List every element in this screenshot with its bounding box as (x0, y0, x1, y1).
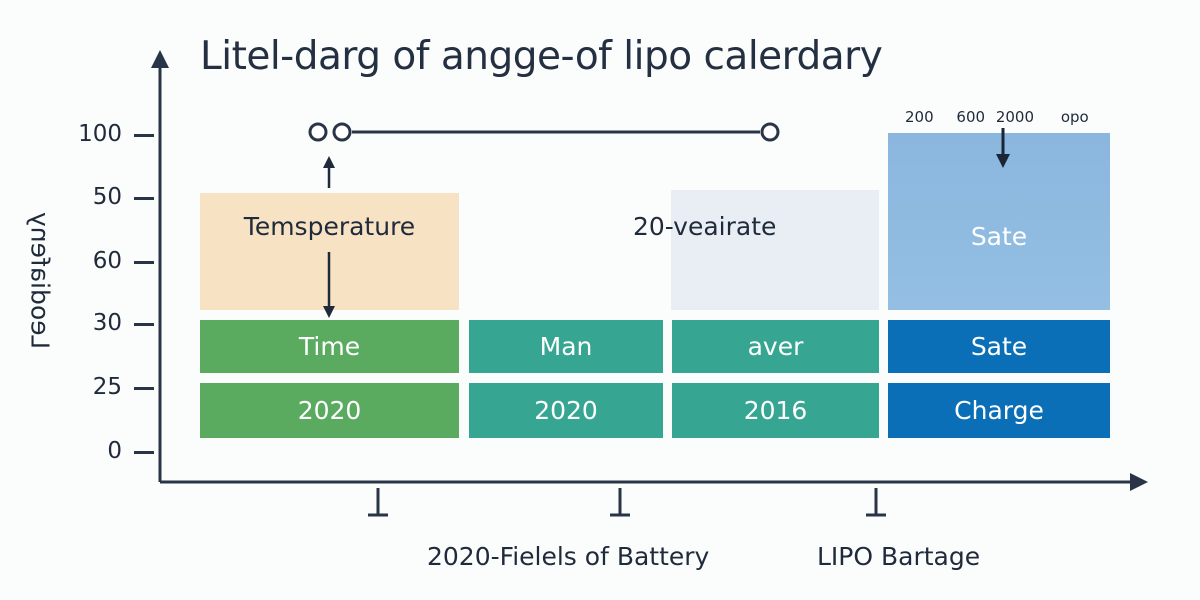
y-tick-mark (134, 261, 154, 264)
y-axis-arrow-icon (151, 50, 169, 68)
cell-man: Man (469, 320, 663, 373)
cell-label: Charge (954, 396, 1044, 425)
y-tick-label: 30 (92, 310, 122, 336)
y-tick-label: 60 (92, 248, 122, 274)
cell-label: Time (298, 332, 361, 361)
cell-label: 2020 (297, 396, 362, 425)
x-axis-arrow-icon (1130, 473, 1148, 491)
cell-2020-a: 2020 (200, 383, 459, 438)
y-tick-mark (134, 197, 154, 200)
x-ticks (368, 488, 886, 517)
y-tick-mark (134, 323, 154, 326)
y-tick-mark (134, 387, 154, 390)
range-start2-circle-icon (332, 122, 352, 142)
scale-label: 200 (905, 108, 934, 126)
scale-label: opo (1060, 108, 1089, 126)
y-tick-label: 0 (107, 438, 122, 464)
cell-label: aver (747, 332, 804, 361)
top-scale: 200 600 2000 opo (905, 108, 1089, 126)
x-label-fields: 2020-Fielels of Battery (427, 542, 710, 571)
y-tick-label: 25 (92, 374, 122, 400)
x-label-lipo: LIPO Bartage (817, 542, 981, 571)
cell-2020-b: 2020 (469, 383, 663, 438)
chart-title: Litel-darg of angge-of lipo calerdary (200, 34, 883, 79)
temperature-label: Temsperature (243, 212, 416, 241)
y-tick-mark (134, 134, 154, 137)
cell-label: 2020 (534, 396, 598, 425)
cell-label: Sate (970, 332, 1028, 361)
sate-top-label: Sate (970, 222, 1028, 251)
sate-top-box: Sate (888, 133, 1110, 310)
y-tick-label: 100 (78, 121, 122, 147)
cell-charge: Charge (888, 383, 1110, 438)
scale-label: 600 (956, 108, 986, 126)
y-tick-mark (134, 451, 154, 454)
cell-time: Time (200, 320, 459, 373)
cell-2016: 2016 (672, 383, 879, 438)
y-tick-label: 50 (92, 184, 122, 210)
scale-label: 2000 (995, 108, 1035, 126)
light-box (671, 190, 879, 310)
range-end-circle-icon (760, 122, 780, 142)
cell-aver: aver (672, 320, 879, 373)
cell-label: Man (539, 332, 593, 361)
rate-label: 20-veairate (633, 212, 777, 241)
cell-label: 2016 (743, 396, 808, 425)
range-start-circle-icon (308, 122, 328, 142)
cell-sate: Sate (888, 320, 1110, 373)
